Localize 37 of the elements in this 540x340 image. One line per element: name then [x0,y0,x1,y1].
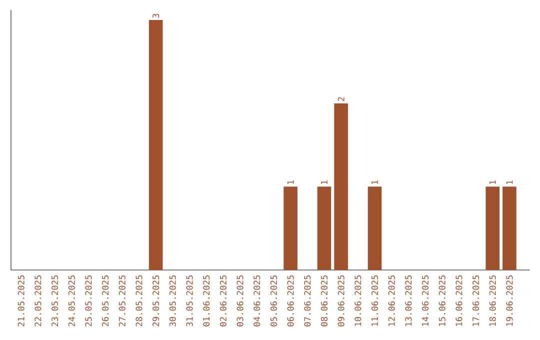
x-tick-label: 08.06.2025 [320,275,328,326]
x-tick-label: 01.06.2025 [203,275,210,326]
data-label: 1 [372,180,378,184]
x-tick-label: 24.05.2025 [68,275,75,326]
x-tick-label: 26.05.2025 [102,275,109,326]
x-tick-label: 15.06.2025 [438,275,446,326]
x-tick-label: 03.06.2025 [236,275,244,326]
x-tick-label: 21.05.2025 [18,275,24,326]
x-tick-label: 23.05.2025 [52,275,58,326]
data-label: 2 [338,97,344,102]
x-tick-label: 02.06.2025 [220,275,226,326]
x-tick-label: 13.06.2025 [405,275,412,326]
x-tick-label: 04.06.2025 [254,275,260,326]
x-tick-label: 10.06.2025 [354,275,362,326]
x-tick-label: 28.05.2025 [136,275,142,326]
data-label: 1 [287,180,294,184]
x-tick-label: 06.06.2025 [287,275,294,326]
data-label: 1 [321,180,328,184]
x-tick-label: 31.05.2025 [186,275,193,326]
x-tick-label: 30.05.2025 [169,275,176,326]
x-tick-label: 12.06.2025 [388,275,395,326]
x-tick-label: 18.06.2025 [489,275,496,326]
x-tick-label: 16.06.2025 [456,275,462,326]
x-tick-label: 29.05.2025 [152,275,160,326]
x-tick-label: 22.05.2025 [34,275,42,326]
x-tick-label: 14.06.2025 [422,275,429,326]
x-tick-label: 05.06.2025 [270,275,277,326]
x-tick-label: 17.06.2025 [472,275,480,326]
x-tick-label: 27.05.2025 [118,275,126,326]
data-label: 1 [489,180,496,184]
x-tick-label: 09.06.2025 [338,275,344,326]
x-tick-label: 19.06.2025 [506,275,513,326]
x-tick-label: 25.05.2025 [85,275,92,326]
data-label: 3 [152,14,160,18]
x-tick-label: 07.06.2025 [304,275,311,326]
data-label: 1 [506,180,513,184]
x-tick-label: 11.06.2025 [371,275,378,326]
